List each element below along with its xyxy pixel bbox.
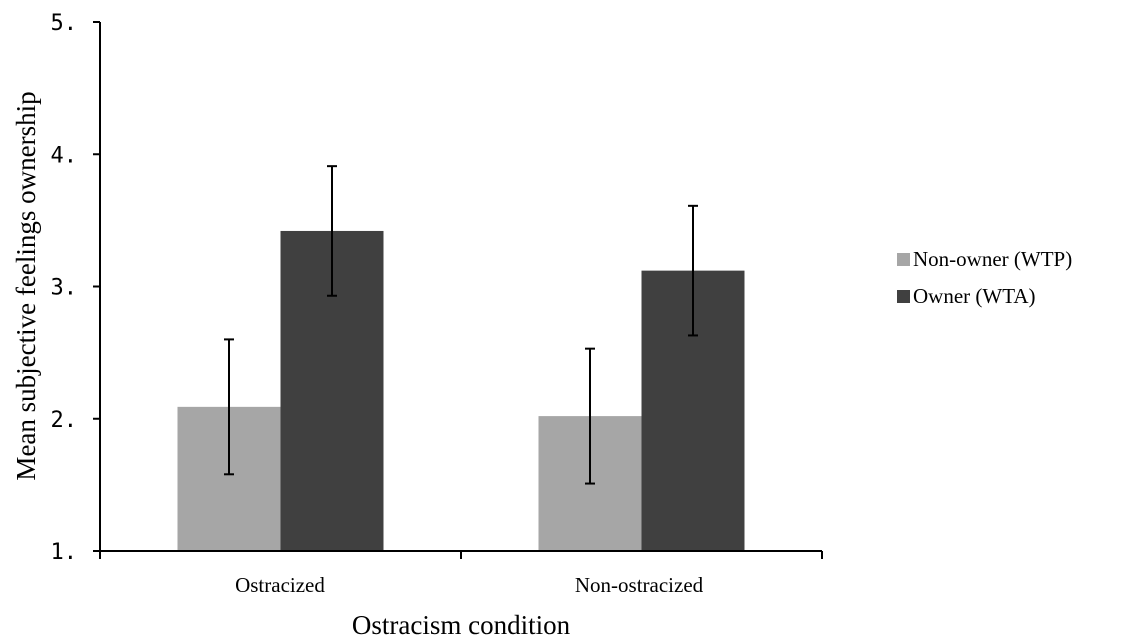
legend-label-owner: Owner (WTA) (913, 284, 1036, 308)
y-tick-label: 2. (51, 408, 78, 433)
error-bars (224, 165, 698, 485)
legend-swatch-owner (897, 290, 910, 303)
legend-label-non-owner: Non-owner (WTP) (913, 247, 1072, 271)
x-tick-label-ostracized: Ostracized (235, 573, 325, 597)
y-tick-label: 1. (51, 540, 78, 565)
x-tick-label-non-ostracized: Non-ostracized (575, 573, 704, 597)
bars (177, 230, 745, 551)
x-axis-title: Ostracism condition (352, 610, 571, 640)
y-tick-label: 5. (51, 11, 78, 36)
legend: Non-owner (WTP) Owner (WTA) (897, 247, 1072, 308)
x-ticks (99, 551, 823, 559)
y-axis-title: Mean subjective feelings ownership (11, 91, 41, 480)
legend-swatch-non-owner (897, 253, 910, 266)
y-tick-label: 3. (51, 276, 78, 301)
y-tick-label: 4. (51, 143, 78, 168)
y-ticks: 1. 2. 3. 4. 5. (51, 11, 100, 565)
